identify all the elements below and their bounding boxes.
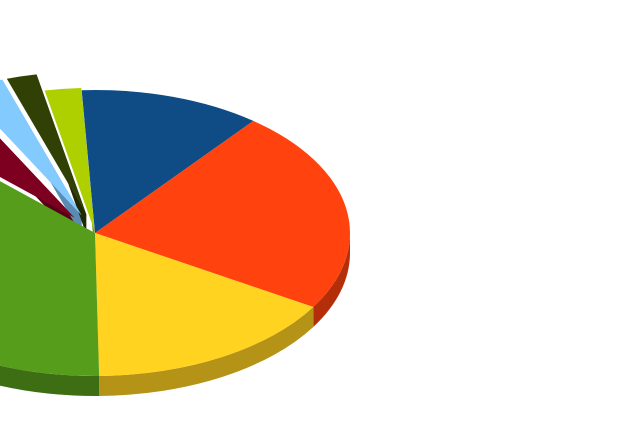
pie-slice-side-2 — [99, 306, 314, 396]
pie-slice-2 — [95, 233, 314, 376]
pie-slice-7 — [44, 87, 95, 231]
pie-slice-6 — [6, 74, 87, 215]
pie-slice-3 — [0, 181, 100, 376]
pie-slice-0 — [81, 90, 254, 233]
pie-slice-4 — [0, 138, 75, 218]
pie-slice-5 — [0, 79, 82, 216]
pie-slice-side-3 — [0, 365, 100, 396]
pie-slice-1 — [95, 120, 351, 307]
pie-slice-side-1 — [313, 233, 350, 327]
